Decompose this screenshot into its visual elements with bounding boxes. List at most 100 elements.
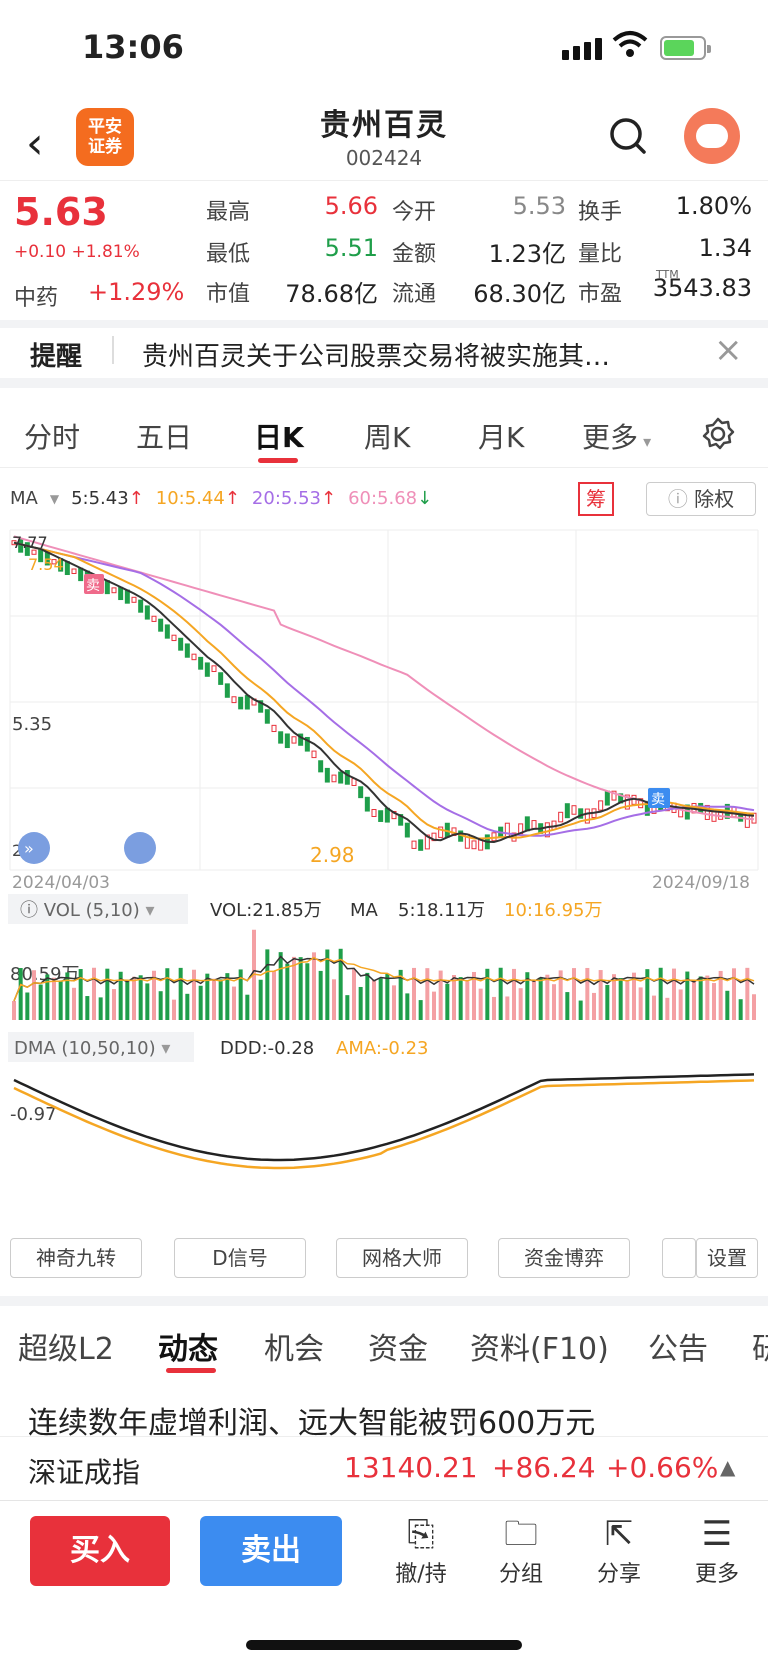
candle bbox=[131, 596, 137, 603]
tab-zhouk[interactable]: 周K bbox=[364, 421, 411, 454]
quote-label-5: 量比 bbox=[578, 242, 623, 267]
tab-more[interactable]: 更多 ▾ bbox=[582, 421, 652, 454]
tab-fenshi[interactable]: 分时 bbox=[24, 421, 81, 454]
volume-bar bbox=[732, 968, 736, 1020]
tool-d-signal[interactable]: D信号 bbox=[174, 1238, 306, 1278]
active-tab-indicator bbox=[258, 458, 298, 463]
candle bbox=[424, 834, 430, 850]
volume-bar bbox=[405, 993, 410, 1020]
tool-grid-master[interactable]: 网格大师 bbox=[336, 1238, 468, 1278]
buy-button[interactable]: 买入 bbox=[30, 1516, 170, 1586]
alert-bar[interactable] bbox=[0, 320, 768, 388]
volume-bar bbox=[558, 970, 563, 1020]
volume-bar bbox=[465, 981, 470, 1020]
candle bbox=[298, 733, 304, 746]
settings-button[interactable]: 设置 bbox=[696, 1238, 758, 1278]
candle bbox=[78, 567, 84, 582]
back-icon[interactable]: ‹ bbox=[26, 118, 44, 169]
tab-announcement[interactable]: 公告 bbox=[648, 1332, 708, 1367]
volume-bar bbox=[565, 992, 570, 1020]
chevron-up-icon[interactable]: ▲ bbox=[720, 1455, 736, 1479]
kline-chart[interactable]: 7.77 7.54 5.35 2.73 2.98 卖 卖 » 2024/04/0… bbox=[0, 520, 768, 1240]
volume-bar bbox=[752, 994, 756, 1020]
assistant-avatar[interactable] bbox=[684, 108, 740, 164]
candle bbox=[151, 615, 157, 622]
chip-distribution-button[interactable]: 筹 bbox=[578, 482, 614, 516]
volume-bar bbox=[512, 968, 516, 1020]
tab-rik[interactable]: 日K bbox=[254, 421, 304, 454]
ma-legend[interactable]: MA ▼ 5:5.43↑ 10:5.44↑ 20:5.53↑ 60:5.68↓ bbox=[10, 488, 432, 509]
info-icon: ⓘ bbox=[667, 487, 695, 511]
cancel-hold-icon: ⎘ bbox=[407, 1514, 435, 1554]
tab-dynamic[interactable]: 动态 bbox=[158, 1332, 218, 1367]
close-icon[interactable]: × bbox=[714, 330, 743, 370]
candle bbox=[191, 653, 197, 661]
tool-capital-game[interactable]: 资金博弈 bbox=[498, 1238, 630, 1278]
group-button[interactable]: 🗀 分组 bbox=[486, 1512, 556, 1588]
tab-research[interactable]: 研 bbox=[752, 1332, 768, 1367]
vol-y-label: 80.59万 bbox=[10, 964, 80, 985]
tool-nine-turns[interactable]: 神奇九转 bbox=[10, 1238, 142, 1278]
scroll-left-icon[interactable] bbox=[18, 832, 50, 864]
sell-tag-1[interactable] bbox=[84, 574, 104, 594]
vol-selector[interactable] bbox=[8, 894, 188, 924]
search-icon[interactable] bbox=[606, 114, 650, 158]
index-bar[interactable]: 深证成指 13140.21 +86.24 +0.66% ▲ bbox=[0, 1436, 768, 1500]
vol-ma-label: MA bbox=[350, 900, 379, 921]
volume-bar bbox=[232, 986, 236, 1020]
arrow-down-icon: ↓ bbox=[417, 488, 433, 509]
volume-bar bbox=[585, 967, 590, 1020]
volume-bar bbox=[705, 975, 710, 1020]
volume-bar bbox=[685, 971, 690, 1020]
news-headline[interactable]: 连续数年虚增利润、远大智能被罚600万元 bbox=[28, 1406, 596, 1441]
candle bbox=[324, 767, 330, 783]
tab-f10[interactable]: 资料(F10) bbox=[470, 1332, 609, 1367]
tool-more[interactable] bbox=[662, 1238, 696, 1278]
tab-super-l2[interactable]: 超级L2 bbox=[18, 1332, 114, 1367]
adjust-rights-button[interactable]: ⓘ 除权 bbox=[646, 482, 756, 516]
cancel-hold-button[interactable]: ⎘ 撤/持 bbox=[386, 1512, 456, 1588]
volume-bar bbox=[52, 977, 56, 1020]
tab-capital[interactable]: 资金 bbox=[368, 1332, 428, 1367]
volume-bar bbox=[192, 969, 196, 1020]
candle bbox=[624, 794, 630, 810]
tab-wuri[interactable]: 五日 bbox=[136, 421, 193, 454]
ma60-value: 60:5.68↓ bbox=[348, 488, 433, 509]
candle bbox=[418, 839, 424, 851]
quote-value-1: 5.53 bbox=[512, 192, 566, 220]
gear-icon[interactable] bbox=[700, 416, 736, 452]
quote-value-2: 1.80% bbox=[675, 192, 752, 220]
ama-value: AMA:-0.23 bbox=[336, 1038, 428, 1059]
volume-bar bbox=[432, 991, 436, 1020]
volume-bar bbox=[658, 967, 663, 1020]
broker-logo[interactable]: 平安 证券 bbox=[76, 108, 134, 166]
sell-tag-2[interactable] bbox=[648, 788, 670, 808]
dma-selector[interactable] bbox=[8, 1032, 194, 1062]
sector-name[interactable]: 中药 bbox=[14, 286, 59, 311]
candle bbox=[544, 822, 550, 838]
candle bbox=[231, 696, 237, 704]
volume-bar bbox=[185, 993, 190, 1020]
candle bbox=[384, 807, 390, 823]
volume-bar bbox=[312, 952, 316, 1020]
candle bbox=[398, 814, 404, 826]
quote-label-6: 市值 bbox=[206, 282, 251, 307]
volume-bar bbox=[265, 949, 270, 1020]
tab-yuek[interactable]: 月K bbox=[478, 421, 525, 454]
period-tabs: 分时 五日 日K 周K 月K 更多 ▾ bbox=[0, 398, 768, 468]
tab-opportunity[interactable]: 机会 bbox=[264, 1332, 324, 1367]
alert-text[interactable]: 贵州百灵关于公司股票交易将被实施其… bbox=[142, 342, 611, 372]
volume-bar bbox=[225, 973, 230, 1020]
fullscreen-icon[interactable] bbox=[124, 832, 156, 864]
volume-bar bbox=[378, 978, 383, 1020]
more-button[interactable]: ☰ 更多 bbox=[682, 1512, 752, 1588]
volume-bar bbox=[645, 969, 650, 1020]
volume-bar bbox=[392, 985, 396, 1020]
sell-button[interactable]: 卖出 bbox=[200, 1516, 342, 1586]
quote-value-3: 5.51 bbox=[324, 234, 378, 262]
candle bbox=[531, 820, 537, 830]
volume-bar bbox=[172, 999, 176, 1020]
volume-bar bbox=[625, 980, 630, 1020]
share-button[interactable]: ⇱ 分享 bbox=[584, 1512, 654, 1588]
volume-bar bbox=[498, 967, 503, 1020]
